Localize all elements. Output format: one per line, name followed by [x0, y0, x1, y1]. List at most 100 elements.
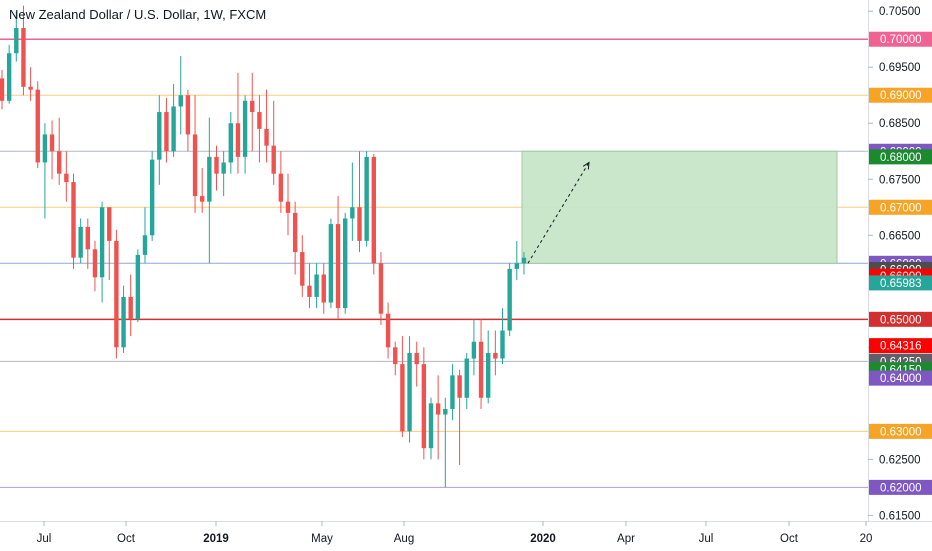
candle-body-45 [321, 274, 326, 303]
candle-body-26 [185, 95, 191, 135]
candle-body-31 [221, 162, 226, 174]
candle-body-25 [178, 95, 183, 107]
candle-15 [107, 207, 112, 281]
candle-body-17 [121, 296, 126, 348]
candle-25 [178, 56, 183, 135]
x-tick-label-6: Apr [617, 533, 635, 545]
price-badge-label-12: 0.63000 [880, 426, 922, 438]
candle-body-2 [14, 28, 19, 54]
price-badge-label-7: 0.65000 [880, 314, 922, 326]
candle-body-18 [128, 296, 133, 320]
candle-50 [357, 151, 362, 253]
candle-body-49 [350, 207, 355, 219]
candle-32 [228, 112, 233, 174]
price-badge-bg-2 [869, 199, 932, 215]
candle-body-8 [57, 151, 62, 174]
candle-62 [443, 397, 448, 488]
candle-51 [364, 151, 369, 247]
candle-body-72 [514, 263, 519, 269]
price-badge-label-8: 0.64316 [880, 341, 922, 353]
candle-27 [192, 95, 198, 213]
chart-title: New Zealand Dollar / U.S. Dollar, 1W, FX… [9, 7, 267, 22]
candle-66 [471, 319, 477, 376]
x-tick-label-8: Oct [780, 533, 799, 545]
candle-73 [521, 252, 527, 275]
candle-body-57 [407, 352, 412, 432]
price-badge-bg-11 [869, 370, 932, 386]
candle-body-56 [400, 364, 405, 432]
candle-13 [92, 240, 98, 292]
candle-body-4 [28, 86, 33, 90]
candle-body-28 [200, 196, 205, 202]
candle-body-46 [328, 224, 334, 303]
price-badge-bg-6 [869, 275, 932, 291]
candle-68 [486, 330, 491, 404]
candle-7 [49, 120, 55, 180]
candle-43 [307, 263, 312, 309]
price-badges: 0.680000.680000.670000.660000.660000.660… [869, 31, 932, 495]
candle-54 [385, 302, 391, 359]
candle-body-36 [257, 112, 262, 129]
candle-33 [235, 72, 241, 174]
x-ticks: Jul Oct 2019 May Aug 2020 Apr Jul Oct 20 [37, 521, 872, 545]
candle-49 [350, 162, 355, 241]
candle-body-38 [271, 145, 276, 174]
candle-body-48 [343, 218, 348, 309]
y-tick-label-6: 0.62500 [879, 454, 921, 466]
candle-28 [200, 168, 205, 213]
candle-body-70 [500, 330, 505, 359]
candle-18 [128, 274, 133, 337]
y-tick-label-1: 0.69500 [879, 62, 921, 74]
price-badge-13: 0.62000 [869, 479, 932, 495]
candle-17 [121, 285, 126, 353]
candle-20 [142, 207, 148, 264]
candle-body-50 [357, 207, 362, 241]
projection-arrow-line [527, 162, 590, 264]
candle-34 [242, 95, 248, 174]
candle-47 [335, 196, 341, 320]
x-tick-label-5: 2020 [530, 533, 556, 545]
candle-body-66 [471, 341, 477, 359]
price-badge-2: 0.67000 [869, 199, 932, 215]
candle-63 [450, 364, 455, 421]
candle-61 [435, 375, 441, 460]
candle-body-65 [464, 358, 469, 398]
price-badge-6: 0.65983 [869, 275, 932, 291]
price-badge-bg-14 [869, 31, 932, 47]
candle-21 [149, 151, 155, 241]
candle-body-9 [64, 173, 69, 183]
candle-body-35 [250, 100, 255, 113]
candle-body-63 [450, 375, 455, 409]
candle-16 [114, 229, 119, 359]
candle-body-39 [278, 173, 284, 202]
candle-body-55 [393, 347, 398, 365]
candle-body-43 [307, 285, 312, 297]
candle-body-61 [435, 403, 441, 415]
y-tick-label-3: 0.67500 [879, 174, 921, 186]
y-tick-label-7: 0.61500 [879, 510, 921, 522]
candle-23 [164, 98, 169, 163]
x-tick-label-7: Jul [699, 533, 714, 545]
candle-19 [135, 249, 141, 323]
price-badge-label-14: 0.70000 [880, 34, 922, 46]
candle-body-52 [371, 156, 376, 264]
candle-67 [478, 319, 484, 409]
candle-69 [493, 330, 498, 376]
candle-8 [57, 117, 62, 185]
price-badge-bg-8 [869, 338, 932, 354]
time-axis[interactable] [0, 521, 932, 551]
candles-layer [0, 5, 527, 488]
x-tick-label-0: Jul [37, 533, 52, 545]
candle-53 [378, 252, 384, 325]
price-badge-11: 0.64000 [869, 370, 932, 386]
candle-57 [407, 336, 412, 443]
candle-body-24 [171, 106, 176, 152]
candle-body-53 [378, 263, 384, 314]
price-badge-8: 0.64316 [869, 338, 932, 354]
price-badge-bg-12 [869, 423, 932, 439]
arrow-layer [527, 161, 590, 264]
candle-body-5 [35, 89, 40, 163]
candle-44 [314, 263, 319, 309]
candle-body-1 [6, 53, 12, 101]
